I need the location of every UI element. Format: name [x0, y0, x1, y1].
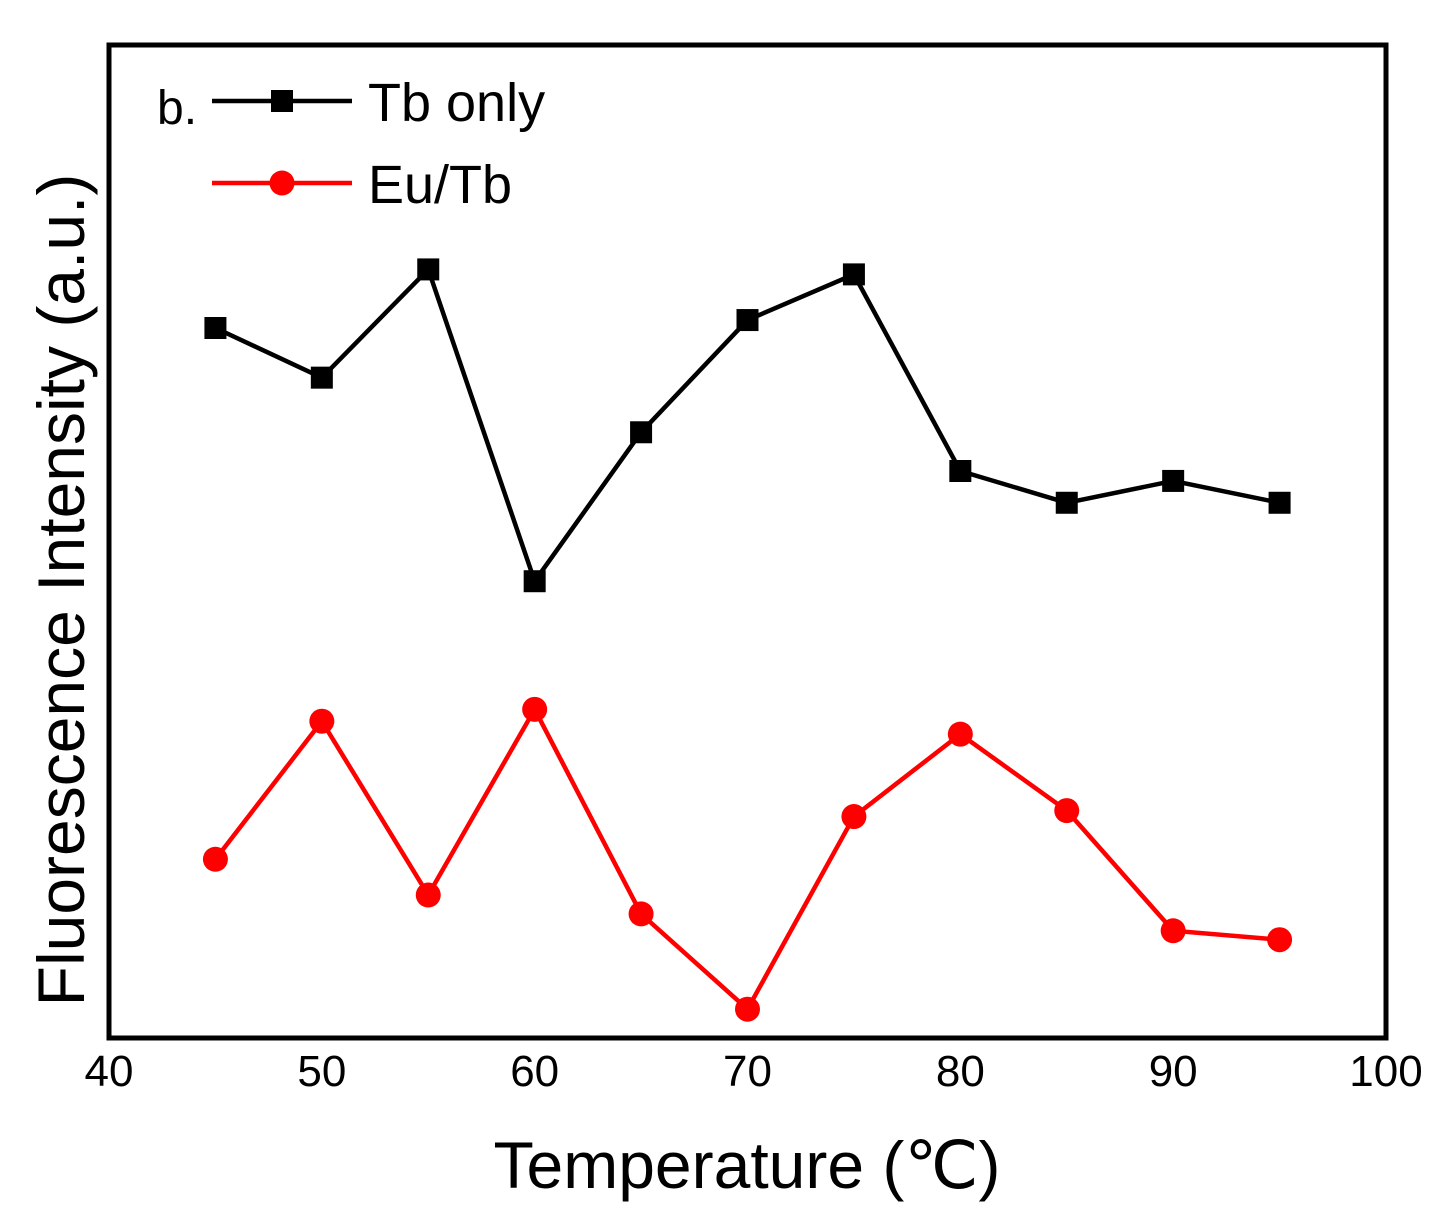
data-point — [1055, 491, 1078, 514]
x-tick-label: 40 — [85, 1047, 134, 1096]
legend-marker — [269, 170, 295, 196]
data-point — [841, 804, 867, 830]
data-point — [522, 696, 548, 722]
legend-label: Tb only — [368, 73, 545, 133]
data-point — [1267, 927, 1293, 953]
data-point — [630, 421, 653, 444]
series-1 — [204, 258, 1291, 593]
x-tick-label: 60 — [510, 1047, 559, 1096]
legend: Tb only Eu/Tb — [212, 73, 545, 215]
legend-label: Eu/Tb — [368, 155, 512, 215]
data-point — [1054, 798, 1080, 824]
series-2 — [202, 696, 1293, 1022]
x-axis: 40 50 60 70 80 90 100 — [85, 1047, 1423, 1096]
data-point — [309, 708, 335, 734]
data-point — [736, 309, 759, 332]
data-point — [204, 317, 227, 340]
data-point — [202, 846, 228, 872]
x-tick-label: 100 — [1349, 1047, 1422, 1096]
data-point — [842, 263, 865, 286]
data-point — [417, 258, 440, 281]
series-layer — [202, 258, 1293, 1022]
legend-entry: Tb only — [212, 73, 545, 133]
panel-label: b. — [157, 82, 197, 135]
x-tick-label: 90 — [1149, 1047, 1198, 1096]
legend-marker — [271, 90, 293, 112]
data-point — [628, 901, 654, 927]
legend-entry: Eu/Tb — [212, 155, 512, 215]
data-point — [947, 721, 973, 747]
data-point — [415, 882, 441, 908]
y-axis-title: Fluorescence Intensity (a.u.) — [24, 174, 98, 1007]
x-tick-label: 50 — [297, 1047, 346, 1096]
data-point — [310, 366, 333, 389]
data-point — [523, 570, 546, 593]
data-point — [1160, 918, 1186, 944]
data-point — [949, 459, 972, 482]
plot-frame — [106, 42, 1389, 1041]
data-point — [1268, 491, 1291, 514]
data-point — [735, 996, 760, 1022]
data-point — [1162, 469, 1185, 492]
x-tick-label: 80 — [936, 1047, 985, 1096]
x-tick-label: 70 — [723, 1047, 772, 1096]
x-axis-title: Temperature (℃) — [494, 1128, 1001, 1202]
